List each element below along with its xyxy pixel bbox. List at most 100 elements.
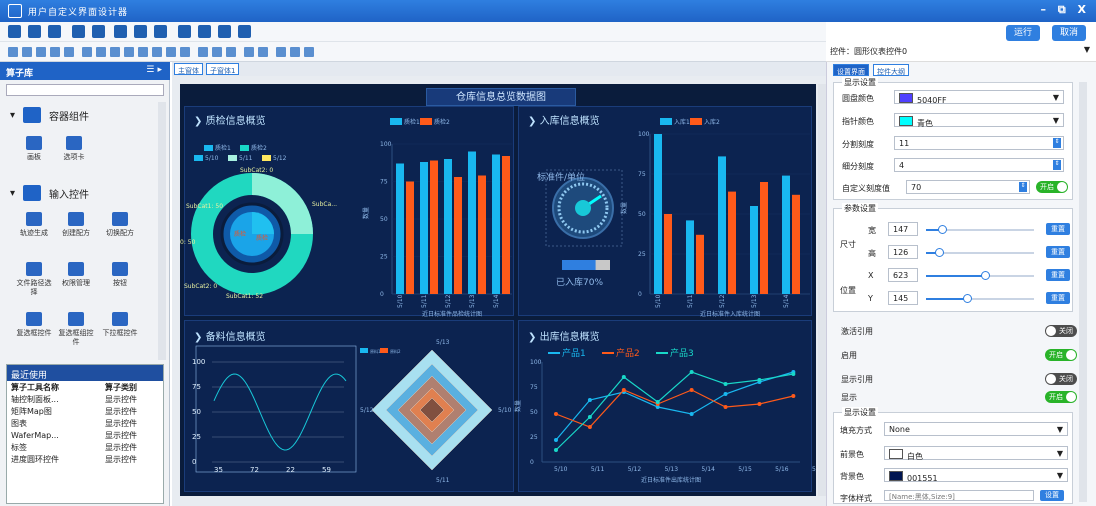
item-checkbox-group[interactable]: 复选框组控件 [56,312,96,347]
control-select[interactable]: 控件：圆形仪表控件0 ▼ [830,44,1092,58]
slider-handle[interactable] [934,248,944,257]
subdivision-spinner[interactable]: 4 ⇕ [894,158,1064,172]
outbound-panel[interactable] [518,320,812,492]
list-item[interactable]: 进度圆环控件 显示控件 [7,453,163,465]
item-canvas[interactable]: 画板 [14,136,54,162]
align-left-icon[interactable] [82,47,92,57]
reset-width-button[interactable]: 重置 [1046,223,1070,235]
slider-handle[interactable] [938,225,948,234]
export-icon[interactable] [92,25,105,38]
distribute-h-icon[interactable] [166,47,176,57]
custom-scale-toggle[interactable]: 开启 [1036,181,1068,193]
window-icon[interactable] [178,25,191,38]
distribute-v-icon[interactable] [180,47,190,57]
align-right-icon[interactable] [110,47,120,57]
dial-color-select[interactable]: 5040FF ▼ [894,90,1064,105]
y-spinner[interactable]: 145 [888,291,918,305]
grid-icon[interactable] [238,25,251,38]
height-spinner[interactable]: 126 [888,245,918,259]
width-slider[interactable] [926,225,1034,234]
preview-icon[interactable] [114,25,127,38]
list-item[interactable]: 矩阵Map图 显示控件 [7,405,163,417]
width-spinner[interactable]: 147 [888,222,918,236]
item-dropdown[interactable]: 下拉框控件 [100,312,140,338]
align-middle-icon[interactable] [138,47,148,57]
y-slider[interactable] [926,294,1034,303]
library-search-input[interactable] [6,84,164,96]
layer-icon[interactable] [154,25,167,38]
bg-select[interactable]: 001551 ▼ [884,468,1068,483]
division-spinner[interactable]: 11 ⇕ [894,136,1064,150]
tab-main-window[interactable]: 主窗体 [174,63,203,75]
custom-scale-spinner[interactable]: 70 ⇕ [906,180,1030,194]
reset-height-button[interactable]: 重置 [1046,246,1070,258]
x-spinner[interactable]: 623 [888,268,918,282]
item-button[interactable]: 按钮 [100,262,140,288]
same-height-icon[interactable] [212,47,222,57]
item-trajectory[interactable]: 轨迹生成 [14,212,54,238]
run-button[interactable]: 运行 [1006,25,1040,41]
reset-y-button[interactable]: 重置 [1046,292,1070,304]
bring-front-icon[interactable] [244,47,254,57]
visible-toggle[interactable]: 开启 [1045,391,1077,403]
item-create-recipe[interactable]: 创建配方 [56,212,96,238]
spinner-icon[interactable]: ⇕ [1019,182,1027,192]
paste-icon[interactable] [36,47,46,57]
copy-icon[interactable] [8,47,18,57]
send-back-icon[interactable] [258,47,268,57]
fg-select[interactable]: 白色 ▼ [884,446,1068,461]
undo-icon[interactable] [50,47,60,57]
canvas-scrollbar[interactable] [818,84,826,496]
window-controls[interactable]: – ⧉ X [1040,3,1090,16]
open-icon[interactable] [28,25,41,38]
item-permission[interactable]: 权限管理 [56,262,96,288]
category-container[interactable]: ▾ 容器组件 [10,104,89,126]
height-slider[interactable] [926,248,1034,257]
item-file-path[interactable]: 文件路径选择 [14,262,54,297]
reset-x-button[interactable]: 重置 [1046,269,1070,281]
tab-sub-window[interactable]: 子窗体1 [206,63,240,75]
slider-handle[interactable] [963,294,973,303]
align-center-icon[interactable] [96,47,106,57]
item-checkbox[interactable]: 复选框控件 [14,312,54,338]
list-item[interactable]: 轴控制面板... 显示控件 [7,393,163,405]
list-item[interactable]: WaferMap... 显示控件 [7,429,163,441]
font-set-button[interactable]: 设置 [1040,490,1064,501]
sub-window-icon[interactable] [198,25,211,38]
delete-icon[interactable] [290,47,300,57]
align-top-icon[interactable] [124,47,134,57]
menu-icon[interactable]: ☰ ▸ [146,65,162,75]
warning-icon[interactable] [218,25,231,38]
cancel-button[interactable]: 取消 [1052,25,1086,41]
x-slider[interactable] [926,271,1034,280]
category-input[interactable]: ▾ 输入控件 [10,182,89,204]
needle-color-select[interactable]: 青色 ▼ [894,113,1064,128]
settings-icon[interactable] [304,47,314,57]
share-icon[interactable] [134,25,147,38]
slider-handle[interactable] [981,271,991,280]
show-ref-toggle[interactable]: 关闭 [1045,373,1077,385]
font-input[interactable]: [Name:黑体,Size:9] [884,490,1034,501]
new-icon[interactable] [8,25,21,38]
spinner-icon[interactable]: ⇕ [1053,160,1061,170]
save-as-icon[interactable] [72,25,85,38]
design-canvas[interactable]: 主窗体 子窗体1 仓库信息总览数据图 ❯ 质检信息概览 ❯ 入库信息概览 ❯ 备… [172,62,826,506]
align-bottom-icon[interactable] [152,47,162,57]
spinner-icon[interactable]: ⇕ [1053,138,1061,148]
save-icon[interactable] [48,25,61,38]
tab-outline[interactable]: 控件大纲 [873,64,909,76]
redo-icon[interactable] [64,47,74,57]
item-tab[interactable]: 选项卡 [54,136,94,162]
enable-toggle[interactable]: 开启 [1045,349,1077,361]
item-switch-recipe[interactable]: 切换配方 [100,212,140,238]
list-item[interactable]: 标签 显示控件 [7,441,163,453]
library-scrollbar[interactable] [158,102,166,360]
cut-icon[interactable] [22,47,32,57]
properties-scrollbar[interactable] [1079,82,1087,502]
activate-ref-toggle[interactable]: 关闭 [1045,325,1077,337]
tab-settings[interactable]: 设置界面 [833,64,869,76]
same-size-icon[interactable] [226,47,236,57]
fill-select[interactable]: None ▼ [884,422,1068,436]
same-width-icon[interactable] [198,47,208,57]
list-item[interactable]: 图表 显示控件 [7,417,163,429]
